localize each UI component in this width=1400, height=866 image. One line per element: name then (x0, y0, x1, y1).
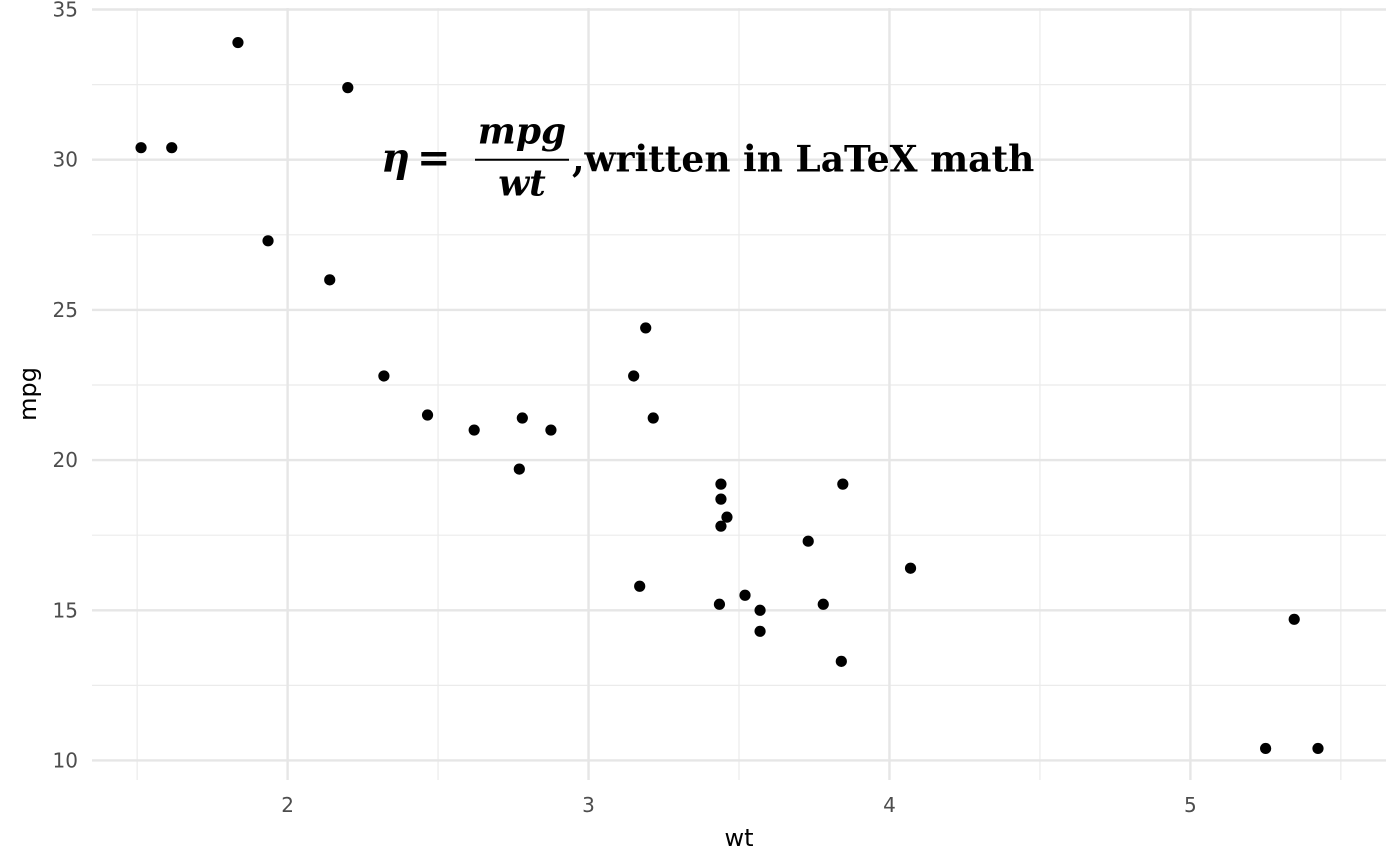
data-point (715, 478, 727, 490)
data-point (634, 580, 646, 592)
x-tick-label: 4 (883, 793, 896, 817)
annotation-denominator: wt (498, 163, 546, 205)
data-point (721, 511, 733, 523)
annotation-numerator: mpg (478, 111, 566, 153)
y-tick-label: 15 (53, 598, 78, 622)
annotation-lhs: η (381, 135, 410, 182)
x-tick-label: 5 (1184, 793, 1197, 817)
data-point (1288, 613, 1300, 625)
data-point (715, 493, 727, 505)
data-point (324, 274, 336, 286)
y-tick-label: 25 (53, 298, 78, 322)
annotation-equals: = (417, 135, 451, 182)
data-point (715, 520, 727, 532)
x-tick-label: 2 (281, 793, 294, 817)
data-point (754, 604, 766, 616)
data-point (342, 82, 354, 94)
data-point (739, 589, 751, 601)
data-point (513, 463, 525, 475)
data-point (262, 235, 274, 247)
data-point (232, 36, 244, 49)
y-tick-label: 20 (53, 448, 78, 472)
major-gridlines (92, 8, 1386, 780)
math-annotation: η = mpg wt ,written in LaTeX math (381, 111, 1034, 205)
data-point (545, 424, 557, 436)
y-tick-label: 10 (53, 748, 78, 772)
data-point (904, 562, 917, 574)
data-point (835, 655, 847, 667)
data-point (640, 322, 652, 334)
data-point (166, 142, 178, 154)
data-point (516, 412, 528, 424)
data-point (135, 142, 147, 154)
data-point (1260, 742, 1272, 755)
data-point (628, 370, 640, 382)
data-point (754, 625, 766, 637)
data-point (647, 412, 659, 424)
y-axis-title: mpg (14, 367, 42, 421)
data-point (1312, 742, 1324, 755)
data-point (378, 370, 390, 382)
y-tick-label: 35 (53, 0, 78, 22)
data-point (802, 535, 814, 547)
data-points (135, 36, 1324, 755)
minor-gridlines (92, 8, 1386, 780)
y-tick-label: 30 (53, 148, 78, 172)
x-axis-title: wt (724, 824, 753, 852)
annotation-suffix: ,written in LaTeX math (572, 139, 1034, 181)
x-tick-label: 3 (582, 793, 595, 817)
data-point (837, 478, 849, 490)
data-point (468, 424, 480, 436)
data-point (713, 598, 726, 610)
data-point (421, 409, 434, 421)
y-axis-tick-labels: 10 15 20 25 30 35 (53, 0, 78, 772)
x-axis-tick-labels: 2 3 4 5 (281, 793, 1197, 817)
data-point (817, 598, 829, 610)
